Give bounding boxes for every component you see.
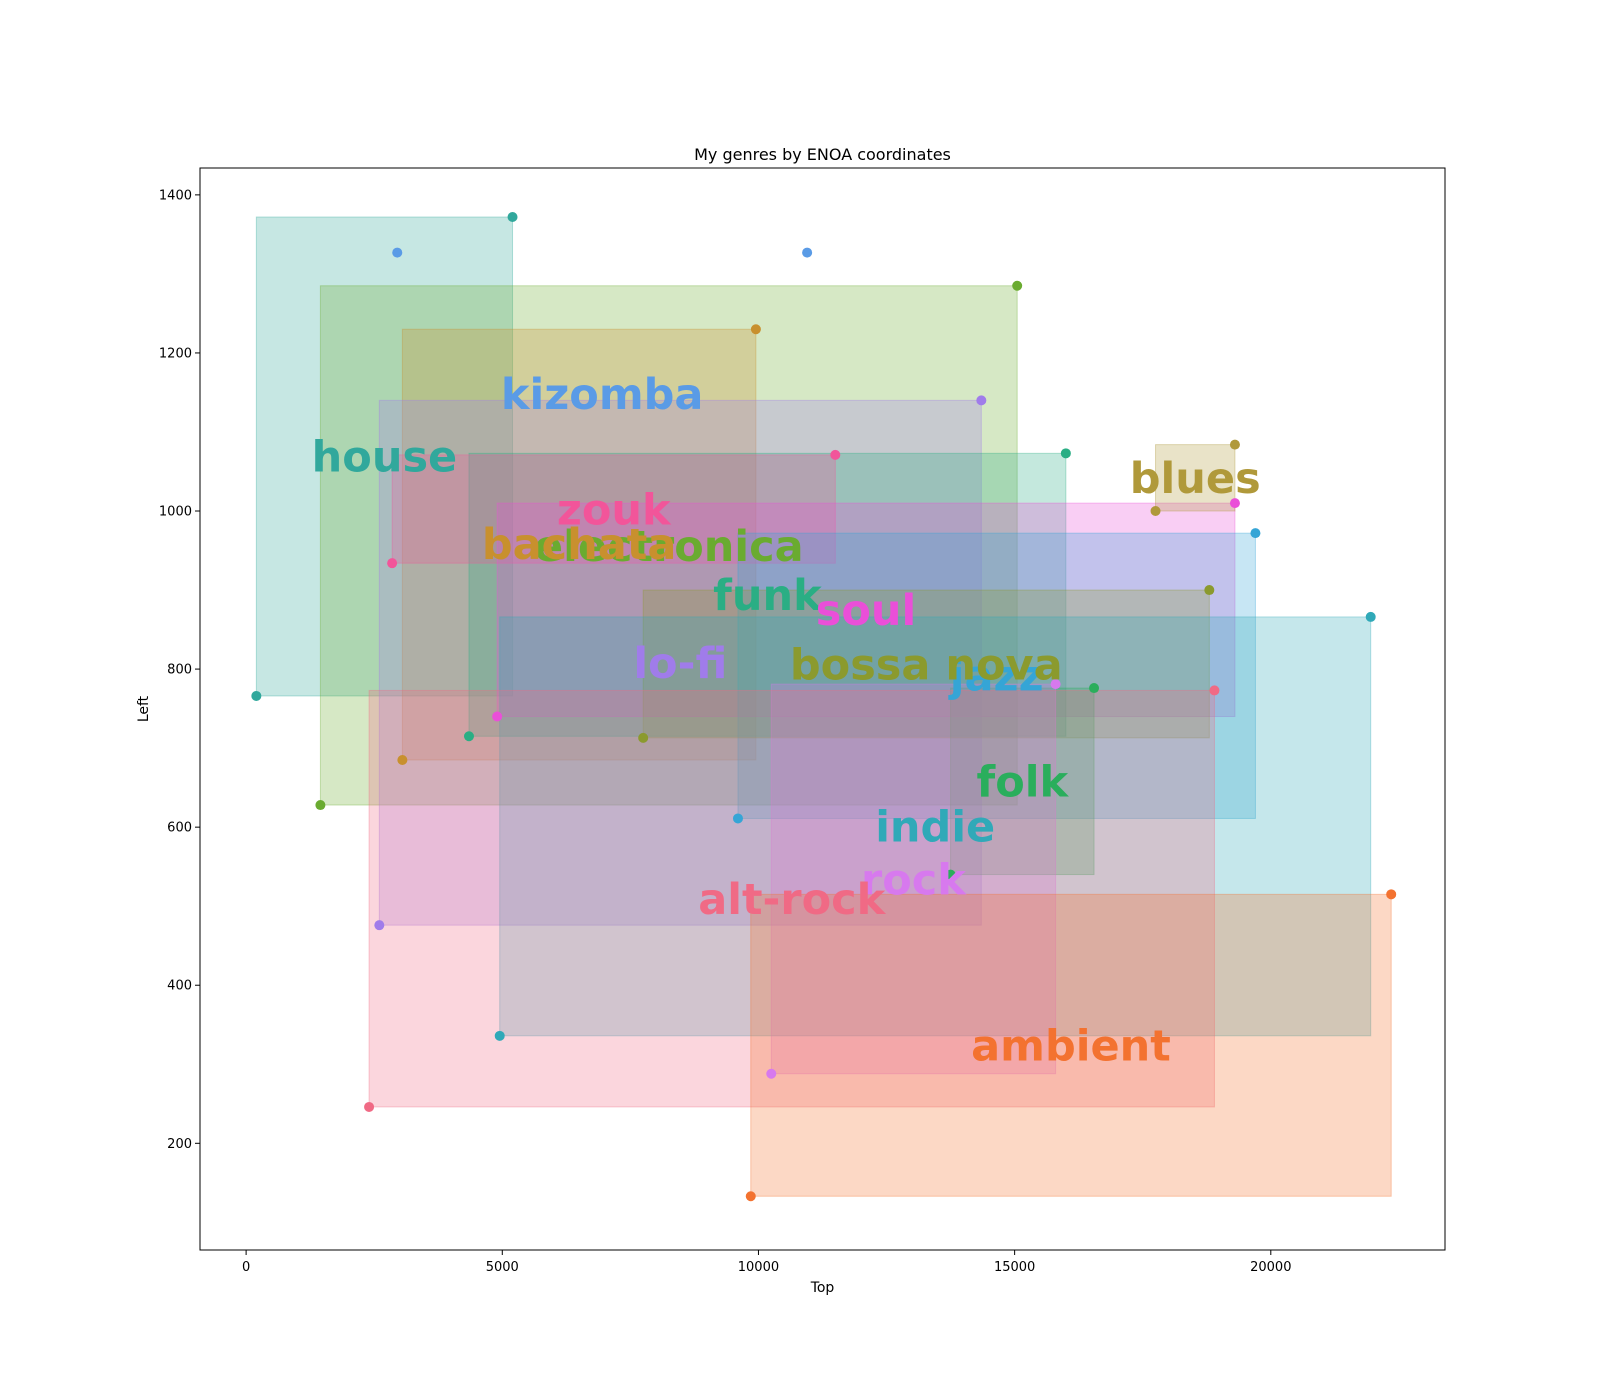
genre-region-funk xyxy=(468,452,1067,737)
x-axis-title: Top xyxy=(810,1280,835,1296)
genre-point-start-kizomba xyxy=(392,247,403,258)
genre-point-start-soul xyxy=(492,711,503,722)
genre-region-electronica xyxy=(319,285,1018,806)
genre-regions xyxy=(255,216,1392,1197)
genre-point-start-electronica xyxy=(315,800,326,811)
genre-point-start-bossa-nova xyxy=(638,732,649,743)
genre-point-start-rock xyxy=(766,1068,777,1079)
genre-region-jazz xyxy=(737,532,1256,819)
y-axis-ticks: 200 400 600 800 1000 1200 1400 xyxy=(159,188,200,1152)
genre-label-ambient: ambient xyxy=(971,1021,1171,1071)
y-tick-label: 1000 xyxy=(159,505,192,520)
genre-region-lo-fi xyxy=(378,399,982,926)
genre-point-start-blues xyxy=(1150,506,1161,517)
genre-region-blues xyxy=(1155,444,1236,512)
genre-point-start-funk xyxy=(463,731,474,742)
genre-label-soul: soul xyxy=(816,586,917,636)
genre-point-end-bossa-nova xyxy=(1204,585,1215,596)
genre-label-kizomba: kizomba xyxy=(501,370,704,420)
genre-point-start-house xyxy=(251,690,262,701)
genre-region-bachata xyxy=(401,328,757,761)
genre-point-end-zouk xyxy=(830,449,841,460)
y-tick-label: 600 xyxy=(167,821,192,836)
y-tick-label: 1200 xyxy=(159,346,192,361)
x-tick-label: 5000 xyxy=(486,1260,519,1275)
genre-label-bachata: bachata xyxy=(482,520,677,570)
y-tick-label: 800 xyxy=(167,663,192,678)
genre-label-funk: funk xyxy=(713,571,823,621)
genre-point-end-soul xyxy=(1229,498,1240,509)
genre-point-end-folk xyxy=(1089,683,1100,694)
genre-point-start-folk xyxy=(945,869,956,880)
genre-label-indie: indie xyxy=(875,802,995,852)
genre-region-zouk xyxy=(391,454,836,564)
x-tick-label: 20000 xyxy=(1250,1260,1291,1275)
genre-point-end-house xyxy=(507,212,518,223)
genre-label-lo-fi: lo-fi xyxy=(633,639,727,689)
genre-label-blues: blues xyxy=(1130,454,1261,504)
genre-point-end-funk xyxy=(1060,448,1071,459)
x-tick-label: 10000 xyxy=(738,1260,779,1275)
genre-point-start-lo-fi xyxy=(374,920,385,931)
y-tick-label: 200 xyxy=(167,1137,192,1152)
genre-point-start-bachata xyxy=(397,754,408,765)
x-axis-ticks: 0 5000 10000 15000 20000 xyxy=(242,1250,1291,1275)
genre-point-start-zouk xyxy=(387,558,398,569)
genre-region-alt-rock xyxy=(368,689,1215,1108)
genre-label-alt-rock: alt-rock xyxy=(698,875,886,925)
genre-region-house xyxy=(255,216,514,697)
plot-area-frame xyxy=(199,167,1446,1251)
genre-region-ambient xyxy=(750,893,1392,1197)
chart-title: My genres by ENOA coordinates xyxy=(694,145,951,164)
genre-label-bossa-nova: bossa nova xyxy=(790,640,1063,690)
genre-region-soul xyxy=(496,502,1236,718)
y-tick-label: 400 xyxy=(167,979,192,994)
genre-label-electronica: electronica xyxy=(534,522,804,572)
genre-region-bossa-nova xyxy=(642,589,1210,739)
genre-region-folk xyxy=(950,687,1095,876)
x-tick-label: 15000 xyxy=(994,1260,1035,1275)
genre-point-end-bachata xyxy=(750,324,761,335)
genre-point-end-kizomba xyxy=(802,247,813,258)
genre-point-start-ambient xyxy=(745,1191,756,1202)
genre-label-zouk: zouk xyxy=(557,485,672,535)
genre-point-end-electronica xyxy=(1012,280,1023,291)
genre-label-rock: rock xyxy=(861,855,967,905)
genre-region-rock xyxy=(770,683,1057,1075)
genre-label-folk: folk xyxy=(977,757,1070,807)
genre-point-end-indie xyxy=(1365,611,1376,622)
genre-point-end-lo-fi xyxy=(976,395,987,406)
genre-point-start-jazz xyxy=(732,813,743,824)
genre-region-indie xyxy=(499,616,1372,1037)
y-tick-label: 1400 xyxy=(159,188,192,203)
y-axis-title: Left xyxy=(136,695,152,722)
genre-label-house: house xyxy=(312,432,458,482)
genre-point-end-rock xyxy=(1050,679,1061,690)
genre-point-start-indie xyxy=(494,1030,505,1041)
genre-point-end-blues xyxy=(1229,439,1240,450)
genre-corner-points xyxy=(251,212,1397,1202)
genre-label-jazz: jazz xyxy=(948,651,1044,701)
genre-point-end-jazz xyxy=(1250,528,1261,539)
x-tick-label: 0 xyxy=(242,1260,250,1275)
genre-point-start-alt-rock xyxy=(364,1101,375,1112)
genre-point-end-ambient xyxy=(1386,889,1397,900)
genre-point-end-alt-rock xyxy=(1209,685,1220,696)
